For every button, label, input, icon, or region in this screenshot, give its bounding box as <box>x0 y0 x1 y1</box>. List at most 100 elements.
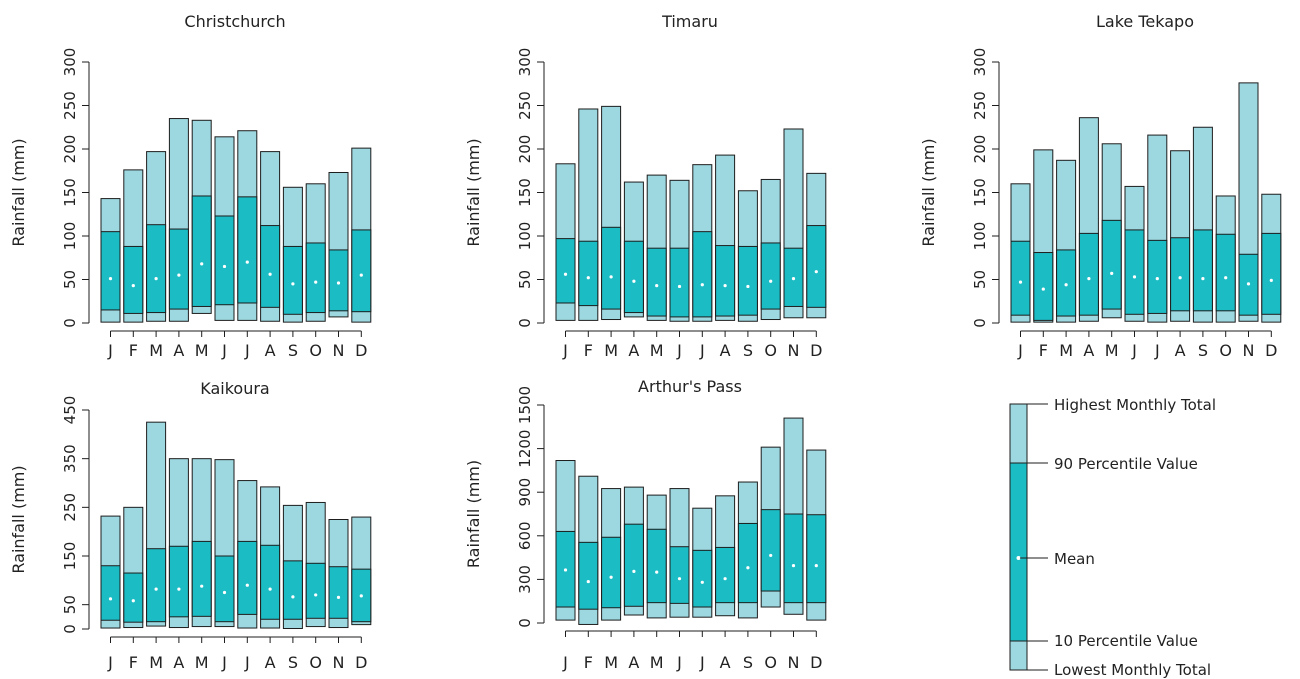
month-label: J <box>676 341 682 360</box>
month-label: J <box>244 653 250 672</box>
chart-title: Arthur's Pass <box>638 377 742 396</box>
y-tick-label: 900 <box>516 478 534 507</box>
month-label: J <box>107 653 113 672</box>
y-tick-label: 50 <box>516 270 534 289</box>
mean-dot <box>177 273 181 277</box>
y-axis-label: Rainfall (mm) <box>9 465 28 573</box>
y-tick-label: 0 <box>61 624 79 634</box>
month-label: M <box>604 653 618 672</box>
month-label: A <box>1175 341 1186 360</box>
month-label: S <box>288 653 298 672</box>
mean-dot <box>655 283 659 288</box>
mean-dot <box>563 272 568 276</box>
mean-dot <box>359 594 363 598</box>
mean-dot <box>359 273 363 277</box>
mean-dot <box>1269 278 1273 282</box>
mean-dot <box>1064 283 1068 287</box>
percentile-bar <box>123 245 144 314</box>
month-label: A <box>1083 341 1094 360</box>
mean-dot <box>723 577 727 581</box>
month-label: O <box>1219 341 1232 360</box>
percentile-bar <box>1010 240 1031 316</box>
mean-dot <box>222 590 227 595</box>
percentile-bar <box>623 240 644 314</box>
percentile-bar <box>260 544 281 620</box>
percentile-bar <box>578 240 599 307</box>
mean-dot <box>268 587 272 591</box>
mean-dot <box>314 593 318 597</box>
mean-dot <box>632 569 636 574</box>
percentile-bar <box>646 528 667 604</box>
mean-dot <box>245 583 249 587</box>
percentile-bar <box>1170 237 1191 312</box>
month-label: J <box>1017 341 1023 360</box>
chart-title: Kaikoura <box>200 379 269 398</box>
month-label: S <box>288 341 298 360</box>
y-tick-label: 600 <box>516 521 534 550</box>
percentile-bar <box>715 245 736 317</box>
y-tick-label: 350 <box>61 444 79 473</box>
mean-dot <box>609 575 613 579</box>
month-label: J <box>1131 341 1137 360</box>
mean-dot <box>245 260 249 264</box>
percentile-bar <box>601 536 622 609</box>
month-label: J <box>244 341 250 360</box>
month-label: J <box>221 653 227 672</box>
month-label: J <box>699 653 705 672</box>
month-label: A <box>720 653 731 672</box>
percentile-bar <box>100 231 121 311</box>
month-label: N <box>333 653 345 672</box>
percentile-bar <box>282 560 303 620</box>
percentile-bar <box>1101 219 1122 310</box>
month-label: S <box>743 341 753 360</box>
month-label: M <box>650 341 664 360</box>
y-tick-label: 100 <box>516 222 534 251</box>
month-label: F <box>1039 341 1048 360</box>
percentile-bar <box>328 249 349 312</box>
mean-dot <box>1155 277 1159 281</box>
percentile-bar <box>692 549 713 608</box>
percentile-bar <box>601 226 622 310</box>
percentile-bar <box>760 242 781 310</box>
legend-mean-label: Mean <box>1054 550 1095 568</box>
percentile-bar <box>237 196 258 304</box>
mean-dot <box>655 570 659 574</box>
percentile-bar <box>351 229 372 313</box>
mean-dot <box>791 563 796 568</box>
mean-dot <box>200 584 204 588</box>
month-label: M <box>149 653 163 672</box>
percentile-bar <box>715 546 736 604</box>
mean-dot <box>108 277 113 281</box>
month-label: M <box>149 341 163 360</box>
chart-title: Timaru <box>661 12 718 31</box>
mean-dot <box>700 283 704 287</box>
mean-dot <box>1110 271 1114 276</box>
percentile-bar <box>1056 249 1077 317</box>
month-label: J <box>107 341 113 360</box>
month-label: F <box>584 653 593 672</box>
percentile-bar <box>282 245 303 315</box>
percentile-bar <box>646 247 667 317</box>
y-tick-label: 0 <box>971 318 989 328</box>
month-label: M <box>195 653 209 672</box>
y-tick-label: 1500 <box>516 386 534 424</box>
mean-dot <box>1132 275 1137 279</box>
month-label: A <box>720 341 731 360</box>
mean-dot <box>746 566 750 570</box>
month-label: N <box>788 341 800 360</box>
chart-title: Christchurch <box>184 12 285 31</box>
y-tick-label: 200 <box>61 135 79 164</box>
y-tick-label: 50 <box>971 270 989 289</box>
mean-dot <box>1201 277 1205 281</box>
y-tick-label: 300 <box>971 48 989 77</box>
mean-dot <box>769 553 773 558</box>
legend-p90-label: 90 Percentile Value <box>1054 455 1198 473</box>
percentile-bar <box>214 215 235 306</box>
y-axis-label: Rainfall (mm) <box>464 138 483 246</box>
month-label: F <box>584 341 593 360</box>
legend-lowest-label: Lowest Monthly Total <box>1054 661 1211 679</box>
percentile-bar <box>168 228 189 310</box>
month-label: F <box>129 653 138 672</box>
mean-dot <box>154 587 158 591</box>
percentile-bar <box>1261 232 1282 315</box>
